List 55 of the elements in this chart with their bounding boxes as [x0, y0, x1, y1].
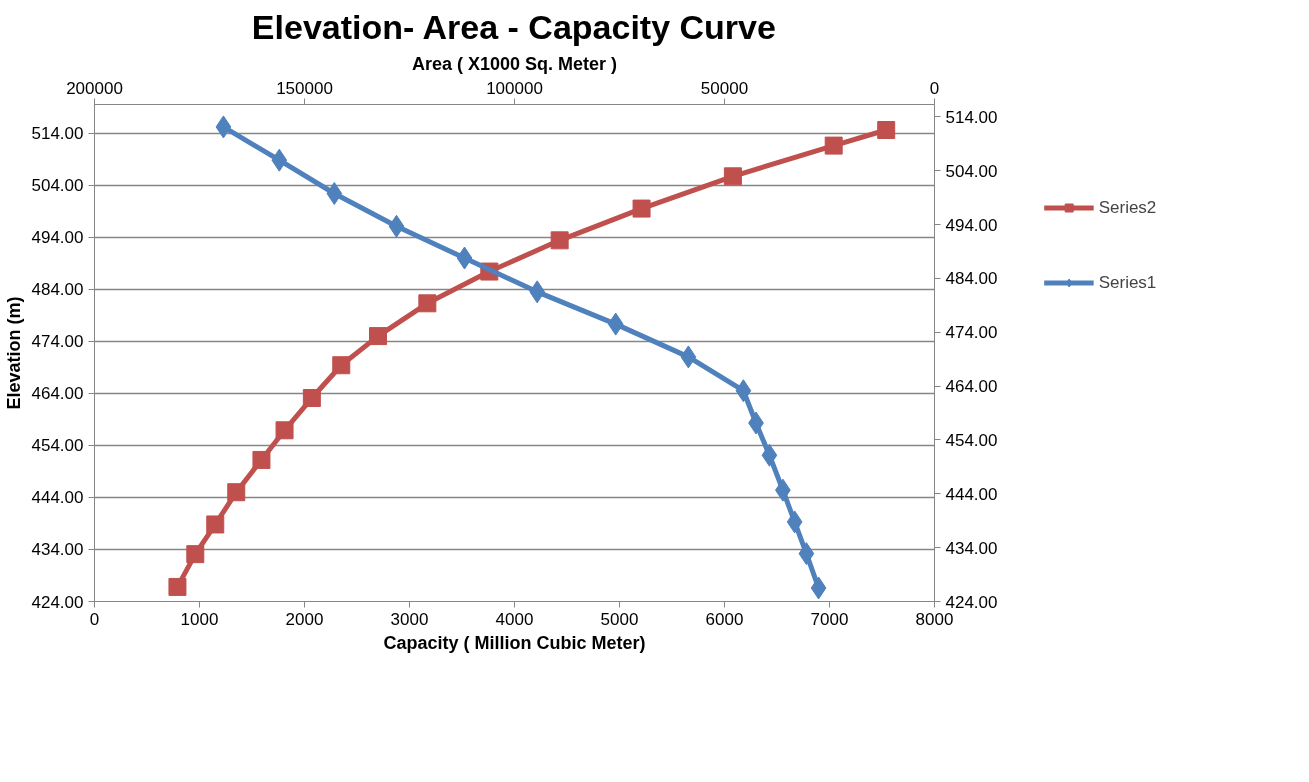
- y-tick-label: 444.00: [31, 488, 84, 508]
- point: [550, 231, 569, 250]
- y2-tick-label: 434.00: [945, 538, 998, 558]
- point: [723, 167, 742, 186]
- x-tick-label: 1000: [180, 609, 219, 629]
- legend-label: Series2: [1098, 197, 1157, 218]
- y-tick-label: 484.00: [31, 280, 84, 300]
- point: [206, 515, 225, 534]
- point: [252, 450, 271, 469]
- point: [302, 389, 321, 408]
- y-tick-label: 464.00: [31, 384, 84, 404]
- x-tick-label: 7000: [810, 609, 849, 629]
- y2-tick-label: 444.00: [945, 484, 998, 504]
- x2-tick-label: 100000: [486, 78, 543, 98]
- x-axis-title: Capacity ( Million Cubic Meter): [383, 632, 646, 653]
- point: [186, 545, 205, 564]
- y-axis-title: Elevation (m): [3, 296, 24, 410]
- x-tick-label: 3000: [390, 609, 429, 629]
- x2-tick-label: 0: [929, 78, 940, 98]
- y2-tick-label: 514.00: [945, 107, 998, 127]
- point: [824, 136, 843, 155]
- point: [168, 577, 187, 596]
- y-tick-label: 424.00: [31, 592, 84, 612]
- x-tick-label: 8000: [915, 609, 954, 629]
- point: [227, 483, 246, 502]
- y-tick-label: 504.00: [31, 176, 84, 196]
- y2-tick-label: 484.00: [945, 269, 998, 289]
- y-tick-label: 454.00: [31, 436, 84, 456]
- x2-tick-label: 200000: [66, 78, 123, 98]
- y-tick-label: 494.00: [31, 228, 84, 248]
- x-tick-label: 0: [89, 609, 100, 629]
- chart-title: Elevation- Area - Capacity Curve: [251, 7, 776, 46]
- point: [418, 294, 437, 313]
- y-tick-label: 434.00: [31, 540, 84, 560]
- x-tick-label: 5000: [600, 609, 639, 629]
- y2-tick-label: 464.00: [945, 377, 998, 397]
- x2-axis-title: Area ( X1000 Sq. Meter ): [411, 53, 618, 74]
- x-tick-label: 2000: [285, 609, 324, 629]
- point: [369, 327, 387, 346]
- y2-tick-label: 424.00: [945, 592, 998, 612]
- legend-label: Series1: [1098, 272, 1157, 293]
- y2-tick-label: 454.00: [945, 430, 998, 450]
- x-tick-label: 6000: [705, 609, 744, 629]
- point: [332, 356, 351, 375]
- y2-tick-label: 504.00: [945, 161, 998, 181]
- x-tick-label: 4000: [495, 609, 534, 629]
- x2-tick-label: 50000: [700, 78, 749, 98]
- y-tick-label: 514.00: [31, 124, 84, 144]
- point: [275, 421, 294, 440]
- y2-tick-label: 494.00: [945, 215, 998, 235]
- point: [877, 121, 896, 139]
- x2-tick-label: 150000: [276, 78, 333, 98]
- y2-tick-label: 474.00: [945, 323, 998, 343]
- point: [632, 199, 651, 218]
- y-tick-label: 474.00: [31, 332, 84, 352]
